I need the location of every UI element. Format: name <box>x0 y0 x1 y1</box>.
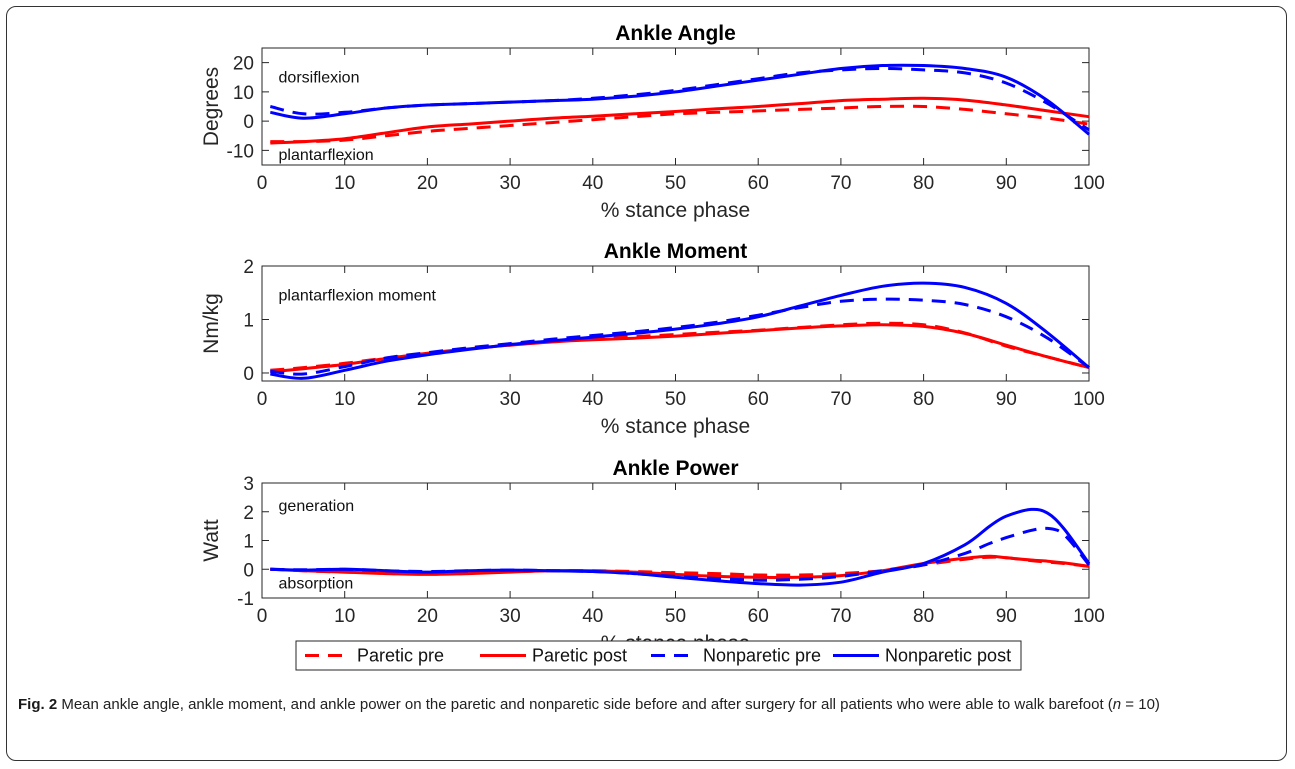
series-line <box>270 554 1090 579</box>
y-tick-label: -1 <box>237 589 254 610</box>
caption-text-after: = 10) <box>1121 696 1160 713</box>
y-tick-label: -10 <box>227 141 254 162</box>
x-tick-label: 20 <box>417 389 438 410</box>
series-line <box>270 507 1091 587</box>
x-tick-label: 20 <box>417 173 438 194</box>
caption-variable: n <box>1112 696 1122 713</box>
legend-label: Paretic pre <box>357 646 444 666</box>
x-tick-label: 10 <box>334 173 355 194</box>
series-line <box>270 281 1090 380</box>
x-tick-label: 40 <box>582 389 603 410</box>
x-tick-label: 50 <box>665 173 686 194</box>
y-axis-label: Degrees <box>200 67 223 146</box>
annotation: dorsiflexion <box>279 69 360 86</box>
y-tick-label: 0 <box>243 560 254 581</box>
x-tick-label: 0 <box>257 389 268 410</box>
x-tick-label: 30 <box>500 606 521 627</box>
y-axis-label: Nm/kg <box>200 293 223 354</box>
annotation: plantarflexion moment <box>279 287 437 304</box>
x-tick-label: 50 <box>665 389 686 410</box>
x-tick-label: 20 <box>417 606 438 627</box>
x-axis-label: % stance phase <box>601 415 750 438</box>
y-tick-label: 3 <box>243 474 254 495</box>
y-tick-label: 1 <box>243 532 254 553</box>
x-tick-label: 60 <box>748 173 769 194</box>
x-tick-label: 80 <box>913 389 934 410</box>
chart-title: Ankle Power <box>612 457 738 480</box>
y-tick-label: 0 <box>243 364 254 385</box>
x-tick-label: 60 <box>748 606 769 627</box>
x-tick-label: 30 <box>500 173 521 194</box>
ankle-moment-plot: 0 10 20 30 40 50 60 70 80 90 100 0 1 2 Ankle Moment % s… <box>200 240 1105 438</box>
axes-box <box>261 265 1090 382</box>
axes-box <box>261 482 1090 599</box>
x-tick-label: 30 <box>500 389 521 410</box>
x-tick-label: 60 <box>748 389 769 410</box>
annotation: plantarflexion <box>279 147 374 164</box>
y-tick-label: 20 <box>233 54 254 75</box>
x-tick-label: 50 <box>665 606 686 627</box>
x-tick-label: 90 <box>996 173 1017 194</box>
legend-label: Paretic post <box>532 646 627 666</box>
annotation: absorption <box>279 576 354 593</box>
legend: Paretic pre Paretic post Nonparetic pre Non… <box>295 640 1022 671</box>
legend-label: Nonparetic pre <box>703 646 821 666</box>
x-tick-label: 100 <box>1073 389 1105 410</box>
series-line <box>270 96 1090 145</box>
y-tick-label: 2 <box>243 503 254 524</box>
x-tick-label: 70 <box>830 389 851 410</box>
x-tick-label: 70 <box>830 606 851 627</box>
caption-label: Fig. 2 <box>18 696 58 713</box>
y-tick-label: 10 <box>233 83 254 104</box>
y-tick-label: 1 <box>243 310 254 331</box>
series-line <box>270 526 1091 582</box>
x-tick-label: 80 <box>913 606 934 627</box>
x-tick-label: 40 <box>582 606 603 627</box>
series-line <box>270 63 1090 136</box>
x-tick-label: 90 <box>996 389 1017 410</box>
x-tick-label: 90 <box>996 606 1017 627</box>
x-tick-label: 0 <box>257 173 268 194</box>
y-tick-label: 0 <box>243 112 254 133</box>
x-tick-label: 70 <box>830 173 851 194</box>
series-line <box>270 323 1090 374</box>
x-axis-label: % stance phase <box>601 199 750 222</box>
x-tick-label: 100 <box>1073 606 1105 627</box>
y-axis-label: Watt <box>200 519 223 562</box>
series-line <box>270 104 1090 144</box>
chart-title: Ankle Angle <box>615 22 736 45</box>
x-tick-label: 40 <box>582 173 603 194</box>
legend-label: Nonparetic post <box>885 646 1011 666</box>
figure-caption: Fig. 2 Mean ankle angle, ankle moment, a… <box>18 694 1273 715</box>
x-tick-label: 80 <box>913 173 934 194</box>
caption-text-before: Mean ankle angle, ankle moment, and ankl… <box>57 696 1113 713</box>
chart-title: Ankle Moment <box>604 240 748 263</box>
x-tick-label: 0 <box>257 606 268 627</box>
x-tick-label: 100 <box>1073 173 1105 194</box>
x-tick-label: 10 <box>334 606 355 627</box>
y-tick-label: 2 <box>243 257 254 278</box>
annotation: generation <box>279 498 355 515</box>
x-tick-label: 10 <box>334 389 355 410</box>
